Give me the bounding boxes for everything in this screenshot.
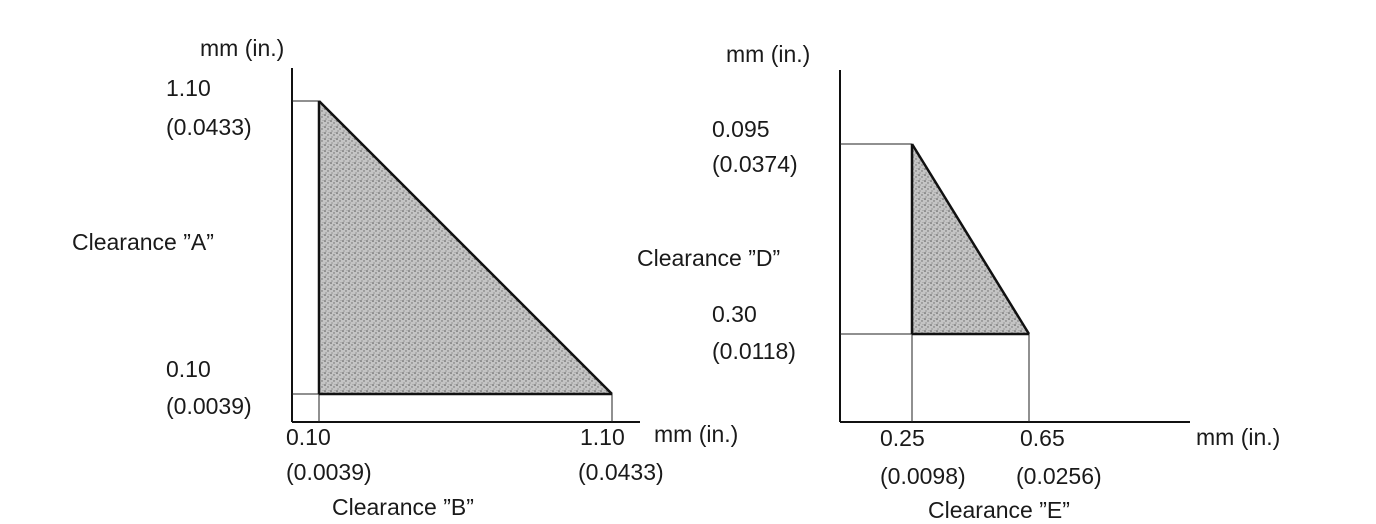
left-y-top-value: 1.10 (166, 75, 211, 101)
left-x-unit: mm (in.) (654, 421, 738, 447)
right-x-right-inch: (0.0256) (1016, 463, 1102, 489)
right-x-right-value: 0.65 (1020, 425, 1065, 451)
right-x-left-inch: (0.0098) (880, 463, 966, 489)
left-y-top-inch: (0.0433) (166, 114, 252, 140)
right-x-left-value: 0.25 (880, 425, 925, 451)
left-chart: mm (in.) 1.10 (0.0433) Clearance ”A” 0.1… (72, 35, 738, 520)
right-y-unit: mm (in.) (726, 41, 810, 67)
left-x-left-inch: (0.0039) (286, 459, 372, 485)
right-y-bottom-value: 0.30 (712, 301, 757, 327)
right-y-axis-label: Clearance ”D” (637, 245, 780, 271)
left-x-axis-label: Clearance ”B” (332, 494, 474, 520)
right-x-unit: mm (in.) (1196, 424, 1280, 450)
left-x-right-inch: (0.0433) (578, 459, 664, 485)
right-chart: mm (in.) 0.095 (0.0374) Clearance ”D” 0.… (637, 41, 1280, 523)
right-x-axis-label: Clearance ”E” (928, 497, 1070, 523)
left-y-unit: mm (in.) (200, 35, 284, 61)
right-y-bottom-inch: (0.0118) (712, 338, 796, 364)
right-y-top-inch: (0.0374) (712, 151, 798, 177)
left-x-left-value: 0.10 (286, 424, 331, 450)
right-y-top-value: 0.095 (712, 116, 770, 142)
left-y-axis-label: Clearance ”A” (72, 229, 214, 255)
left-x-right-value: 1.10 (580, 424, 625, 450)
left-region-hypotenuse (318, 100, 613, 395)
right-region-hypotenuse (910, 143, 1031, 335)
left-y-bottom-value: 0.10 (166, 356, 211, 382)
left-y-bottom-inch: (0.0039) (166, 393, 252, 419)
